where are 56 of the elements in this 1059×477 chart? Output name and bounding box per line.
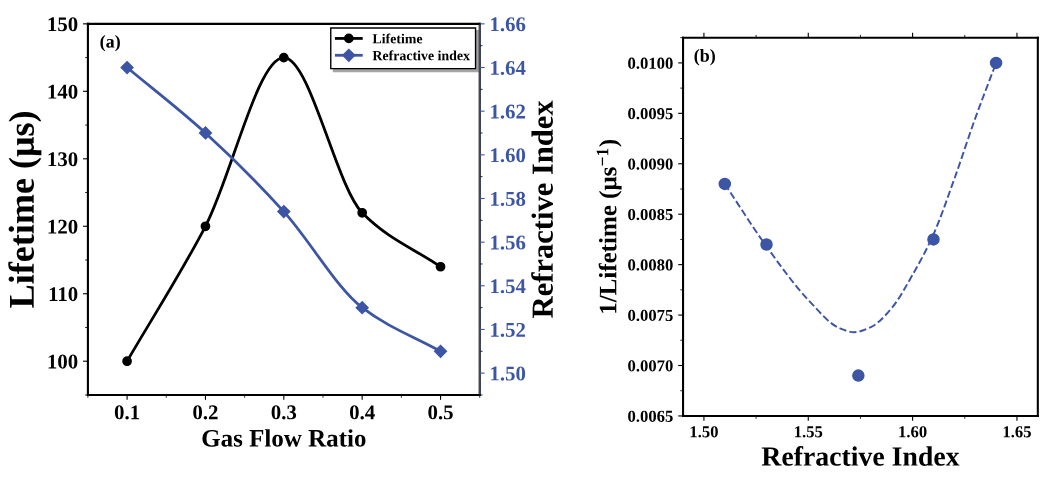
point	[120, 60, 134, 75]
point	[198, 126, 213, 140]
y-tick-label: 0.0065	[628, 410, 673, 422]
y-tick-label: 130	[48, 152, 78, 167]
annotation: (b)	[694, 49, 715, 66]
y2-tick-label: 1.52	[491, 322, 526, 337]
point	[989, 56, 1003, 70]
legend-label: Refractive index	[372, 50, 470, 61]
point	[718, 177, 732, 191]
point	[435, 261, 446, 272]
x-tick-label: 1.55	[795, 426, 823, 438]
y-tick-label: 0.0080	[628, 259, 673, 271]
y2-tick-label: 1.54	[491, 279, 526, 294]
x-tick-label: 0.2	[193, 405, 218, 420]
x-tick-label: 1.60	[899, 426, 927, 438]
y-tick-label: 0.0095	[628, 108, 673, 120]
point	[278, 52, 289, 63]
point	[760, 238, 773, 251]
y2-tick-label: 1.66	[491, 17, 526, 32]
y-tick-label: 0.0100	[628, 57, 673, 69]
point	[200, 221, 211, 232]
y2-tick-label: 1.50	[491, 366, 526, 381]
y-tick-label: 0.0090	[628, 158, 673, 170]
y-axis-title: Lifetime (μs)	[8, 112, 42, 308]
x-tick-label: 1.65	[1003, 426, 1031, 438]
y2-tick-label: 1.56	[491, 235, 526, 250]
x-axis-title: Refractive Index	[761, 446, 960, 466]
point	[433, 344, 448, 358]
point	[357, 207, 368, 218]
y2-tick-label: 1.60	[491, 148, 526, 163]
y-tick-label: 100	[48, 354, 78, 369]
y2-tick-label: 1.62	[491, 104, 526, 119]
y-tick-label: 0.0075	[628, 309, 673, 322]
point	[927, 233, 940, 246]
y-tick-label: 110	[49, 287, 78, 302]
y-axis-title: 1/Lifetime (μs$^{−1}$)	[596, 139, 622, 313]
y-tick-label: 150	[48, 17, 78, 32]
y-tick-label: 0.0085	[628, 208, 673, 221]
y2-tick-label: 1.64	[491, 60, 526, 76]
point	[852, 369, 865, 382]
legend-label: Lifetime	[372, 33, 423, 44]
x-tick-label: 1.50	[690, 426, 718, 438]
y2-tick-label: 1.58	[491, 191, 526, 207]
x-tick-label: 0.4	[349, 405, 375, 420]
y-tick-label: 0.0070	[628, 360, 673, 372]
y-tick-label: 140	[48, 84, 78, 99]
point	[355, 301, 369, 315]
y-tick-label: 120	[48, 219, 78, 234]
x-tick-label: 0.5	[428, 405, 453, 420]
x-axis-title: Gas Flow Ratio	[202, 429, 366, 447]
y2-axis-title: Refractive Index	[531, 100, 553, 318]
x-tick-label: 0.3	[271, 405, 297, 420]
point	[277, 204, 291, 219]
x-tick-label: 0.1	[114, 405, 140, 420]
point	[122, 356, 132, 367]
annotation: (a)	[100, 34, 120, 52]
